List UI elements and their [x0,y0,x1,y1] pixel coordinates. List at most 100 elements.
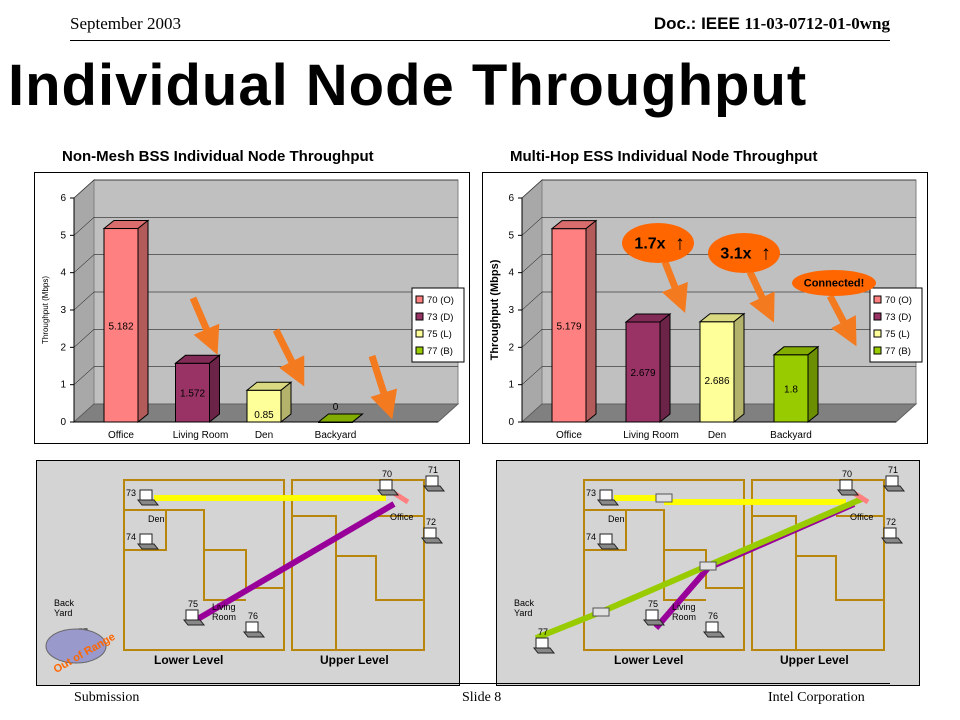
room-den-label: Den [608,514,625,524]
lower-level-walls-2 [584,510,627,551]
laptop-base [242,631,266,638]
legend-swatch-3 [873,346,882,355]
node-label-77: 77 [538,627,548,637]
laptop-screen [839,479,853,491]
laptop-screen [705,621,719,633]
node-label-72: 72 [426,517,436,527]
bar-side-1 [209,354,220,424]
footer-organization: Intel Corporation [768,690,865,705]
node-label-73: 73 [126,488,136,498]
y-tick-label: 5 [60,230,66,241]
laptop-74-icon [596,533,620,550]
laptop-base [136,499,160,506]
room-living-label-1: Room [212,612,236,622]
bar-2 [699,321,735,423]
y-tick-label: 4 [508,268,514,279]
lower-level-label: Lower Level [614,653,683,667]
category-label-1: Living Room [623,430,679,441]
laptop-72-icon [880,527,904,544]
laptop-71-icon [422,475,446,492]
upper-level-walls-2 [336,555,424,601]
left-throughput-chart: 0 1 2 3 4 5 6 Throughput (Mbps) 5.182 Office 1.572… [34,172,470,444]
y-tick-label: 3 [60,305,66,316]
laptop-base [642,619,666,626]
y-tick-label: 3 [508,305,514,316]
category-label-2: Den [255,430,273,441]
header-doc-id: Doc.: IEEE 11-03-0712-01-0wng [654,14,890,34]
link-75-relay [653,566,711,630]
upper-level-walls [292,515,337,650]
legend-label-1: 73 (D) [427,312,453,323]
laptop-base [836,489,860,496]
relay-ap-0 [655,493,673,503]
legend-swatch-1 [415,312,424,321]
laptop-screen [245,621,259,633]
bar-0 [103,228,139,423]
node-label-70: 70 [842,469,852,479]
bar-3 [773,354,809,423]
room-backyard-label-0: Back [54,598,75,608]
room-living-label-0: Living [212,602,236,612]
room-backyard-label-1: Yard [514,608,532,618]
bar-side-0 [585,219,597,424]
legend-label-1: 73 (D) [885,312,911,323]
y-tick-label: 0 [60,417,66,428]
footer-rule [70,683,890,684]
room-den-label: Den [148,514,165,524]
legend-label-0: 70 (O) [885,295,912,306]
link-77-relay [534,609,603,641]
laptop-base [596,499,620,506]
y-tick-label: 6 [60,193,66,204]
y-tick-label: 1 [508,380,514,391]
bar-value-label-0: 5.179 [556,321,581,332]
relay-ap-2 [592,607,610,617]
laptop-screen [185,609,199,621]
right-chart-title: Multi-Hop ESS Individual Node Throughput [510,148,818,165]
legend-swatch-0 [873,295,882,304]
category-label-2: Den [708,430,726,441]
node-label-74: 74 [126,532,136,542]
laptop-73-icon [596,489,620,506]
upper-level-label: Upper Level [780,653,849,667]
node-label-71: 71 [888,465,898,475]
laptop-base [422,485,446,492]
node-label-76: 76 [248,611,258,621]
node-label-72: 72 [886,517,896,527]
laptop-screen [885,475,899,487]
out-of-range-zone [45,628,107,664]
upper-level-label: Upper Level [320,653,389,667]
laptop-77-icon [532,637,556,654]
node-label-76: 76 [708,611,718,621]
doc-prefix: Doc.: IEEE [653,14,740,33]
lower-level-walls [584,509,744,589]
laptop-screen [883,527,897,539]
gridline [521,217,916,236]
bar-value-label-1: 2.679 [630,368,655,379]
room-backyard-label-1: Yard [54,608,72,618]
bar-side-3 [352,413,363,423]
category-label-0: Office [108,430,134,441]
footer-submission: Submission [74,690,140,705]
laptop-71-icon [882,475,906,492]
laptop-screen [139,489,153,501]
laptop-screen [535,637,549,649]
y-tick-label: 2 [60,342,66,353]
bar-side-0 [137,219,149,424]
upper-level-walls [752,515,797,650]
laptop-75-icon [182,609,206,626]
node-label-75: 75 [648,599,658,609]
laptop-screen [599,489,613,501]
node-label-75: 75 [188,599,198,609]
legend-swatch-1 [873,312,882,321]
laptop-base [136,543,160,550]
category-label-0: Office [556,430,582,441]
laptop-base [596,543,620,550]
laptop-72-icon [420,527,444,544]
left-chart-title: Non-Mesh BSS Individual Node Throughput [62,148,374,165]
laptop-75-icon [642,609,666,626]
bar-value-label-2: 2.686 [704,376,729,387]
relay-ap-1 [699,561,717,571]
category-label-3: Backyard [770,430,812,441]
footer-slide-number: Slide 8 [462,690,502,705]
